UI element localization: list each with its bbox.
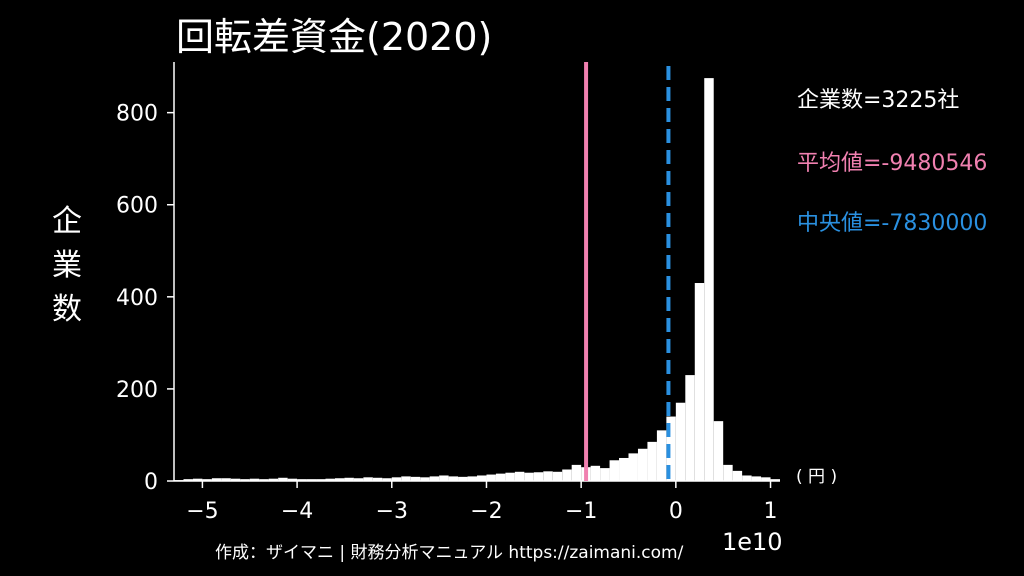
histogram-bar bbox=[372, 477, 383, 481]
histogram-bar bbox=[297, 479, 307, 481]
histogram-bar bbox=[543, 471, 553, 481]
histogram-bar bbox=[249, 478, 260, 481]
histogram-bar bbox=[259, 479, 269, 481]
histogram-bar bbox=[230, 478, 241, 481]
histogram-bar bbox=[571, 464, 582, 481]
axes: −5 −4 −3 −2 −1 0 1 0 200 400 600 800 bbox=[116, 62, 780, 524]
y-axis-label: 企業数 bbox=[52, 204, 82, 327]
histogram-bar bbox=[694, 283, 705, 481]
x-tick-label: −3 bbox=[376, 499, 408, 524]
histogram-bar bbox=[619, 457, 629, 481]
histogram-bar bbox=[382, 478, 392, 481]
histogram-bar bbox=[562, 469, 572, 481]
histogram-bar bbox=[363, 477, 373, 481]
histogram-bar bbox=[448, 476, 459, 481]
histogram-bar bbox=[287, 478, 298, 481]
histogram-bar bbox=[628, 453, 638, 481]
histogram-bar bbox=[486, 474, 496, 481]
histogram-bar bbox=[723, 464, 733, 481]
x-tick-label: −5 bbox=[186, 499, 218, 524]
median-stat: 中央値=-7830000 bbox=[797, 211, 988, 236]
mean-stat: 平均値=-9480546 bbox=[797, 151, 988, 176]
y-tick-label: 200 bbox=[116, 378, 158, 403]
histogram-bar bbox=[732, 470, 743, 481]
histogram-bar bbox=[211, 478, 222, 481]
histogram-bar bbox=[675, 402, 686, 481]
histogram-bar bbox=[647, 441, 657, 481]
histogram-bar bbox=[685, 375, 695, 481]
histogram-bar bbox=[713, 421, 724, 481]
chart-title: 回転差資金(2020) bbox=[176, 15, 493, 59]
x-axis-unit-label: ( 円 ) bbox=[796, 467, 838, 487]
histogram-bar bbox=[770, 479, 780, 481]
y-tick-label: 0 bbox=[144, 470, 158, 495]
histogram-bar bbox=[344, 477, 354, 481]
histogram-bar bbox=[751, 476, 762, 481]
histogram-bar bbox=[742, 475, 752, 481]
x-tick-label: −2 bbox=[470, 499, 502, 524]
histogram-bar bbox=[666, 416, 676, 481]
histogram-bar bbox=[761, 477, 771, 481]
histogram-bar bbox=[514, 471, 525, 481]
histogram-bar bbox=[192, 478, 203, 481]
histogram-bar bbox=[590, 465, 601, 481]
histogram-bar bbox=[477, 475, 487, 481]
histogram-bar bbox=[420, 477, 430, 481]
histogram-bar bbox=[268, 478, 279, 481]
histogram-bar bbox=[656, 430, 667, 481]
x-tick-label: −1 bbox=[565, 499, 597, 524]
histogram-bar bbox=[334, 478, 345, 481]
x-axis-exponent-label: 1e10 bbox=[722, 528, 783, 556]
footer-credit: 作成：ザイマニ | 財務分析マニュアル https://zaimani.com/ bbox=[215, 543, 684, 563]
x-tick-label: 1 bbox=[764, 499, 778, 524]
y-tick-label: 800 bbox=[116, 102, 158, 127]
histogram-bar bbox=[439, 475, 449, 481]
histogram-bar bbox=[429, 476, 440, 481]
reference-lines bbox=[584, 62, 671, 481]
histogram-bar bbox=[704, 78, 714, 481]
histogram-bar bbox=[391, 477, 402, 481]
histogram-bars bbox=[174, 78, 780, 481]
company-count-stat: 企業数=3225社 bbox=[797, 88, 960, 113]
x-tick-label: −4 bbox=[281, 499, 313, 524]
histogram-bar bbox=[458, 476, 468, 481]
histogram-bar bbox=[505, 472, 515, 481]
histogram-bar bbox=[202, 479, 212, 481]
histogram-bar bbox=[524, 472, 534, 481]
histogram-bar bbox=[325, 478, 335, 481]
histogram-bar bbox=[316, 479, 326, 481]
histogram-bar bbox=[278, 477, 288, 481]
histogram-bar bbox=[353, 478, 364, 481]
histogram-bar bbox=[467, 476, 477, 481]
histogram-bar bbox=[306, 479, 317, 481]
histogram-bar bbox=[637, 448, 648, 481]
histogram-bar bbox=[240, 479, 250, 481]
histogram-bar bbox=[600, 468, 610, 481]
histogram-bar bbox=[221, 478, 231, 481]
histogram-bar bbox=[401, 476, 411, 481]
x-tick-label: 0 bbox=[669, 499, 683, 524]
histogram-bar bbox=[533, 472, 544, 481]
y-tick-label: 400 bbox=[116, 286, 158, 311]
histogram-bar bbox=[495, 473, 506, 481]
y-tick-label: 600 bbox=[116, 194, 158, 219]
histogram-bar bbox=[552, 471, 563, 481]
histogram-bar bbox=[410, 476, 421, 481]
histogram-bar bbox=[609, 460, 620, 481]
histogram-bar bbox=[183, 479, 193, 481]
